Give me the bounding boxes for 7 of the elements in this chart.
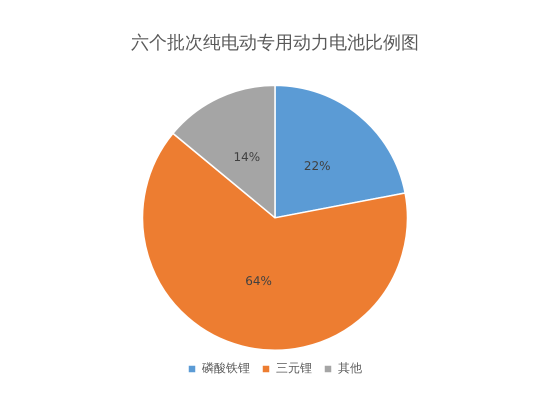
legend-label: 三元锂 <box>276 361 312 376</box>
legend-label: 磷酸铁锂 <box>201 361 250 376</box>
legend-label: 其他 <box>338 361 362 376</box>
chart-title: 六个批次纯电动专用动力电池比例图 <box>131 32 419 54</box>
data-label: 22% <box>304 158 331 173</box>
data-label: 64% <box>245 274 272 288</box>
data-label: 14% <box>233 150 260 164</box>
